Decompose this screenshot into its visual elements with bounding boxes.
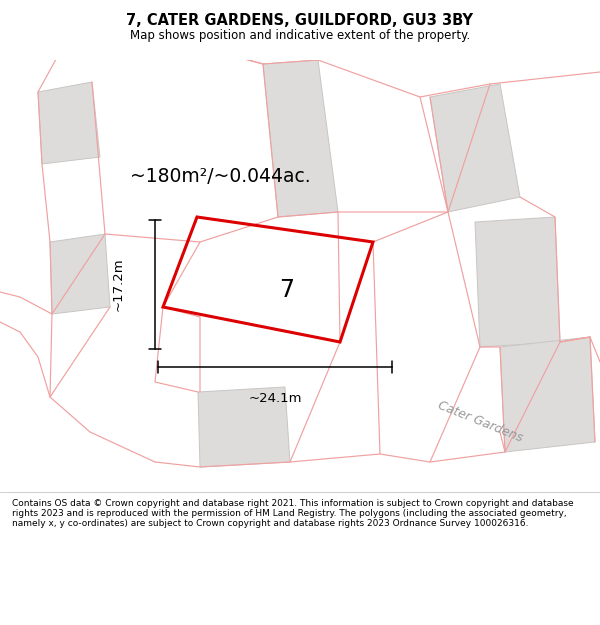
Polygon shape — [263, 60, 338, 217]
Text: ~180m²/~0.044ac.: ~180m²/~0.044ac. — [130, 168, 311, 186]
Text: Contains OS data © Crown copyright and database right 2021. This information is : Contains OS data © Crown copyright and d… — [12, 499, 574, 529]
Text: 7: 7 — [279, 278, 294, 302]
Text: 7, CATER GARDENS, GUILDFORD, GU3 3BY: 7, CATER GARDENS, GUILDFORD, GU3 3BY — [127, 12, 473, 28]
Polygon shape — [475, 217, 560, 347]
Text: Map shows position and indicative extent of the property.: Map shows position and indicative extent… — [130, 29, 470, 42]
Polygon shape — [198, 387, 290, 467]
Polygon shape — [38, 82, 100, 164]
Text: Cater Gardens: Cater Gardens — [436, 399, 524, 445]
Polygon shape — [500, 337, 595, 452]
Text: ~17.2m: ~17.2m — [112, 258, 125, 311]
Polygon shape — [430, 84, 520, 212]
Text: ~24.1m: ~24.1m — [248, 392, 302, 405]
Polygon shape — [50, 234, 110, 314]
